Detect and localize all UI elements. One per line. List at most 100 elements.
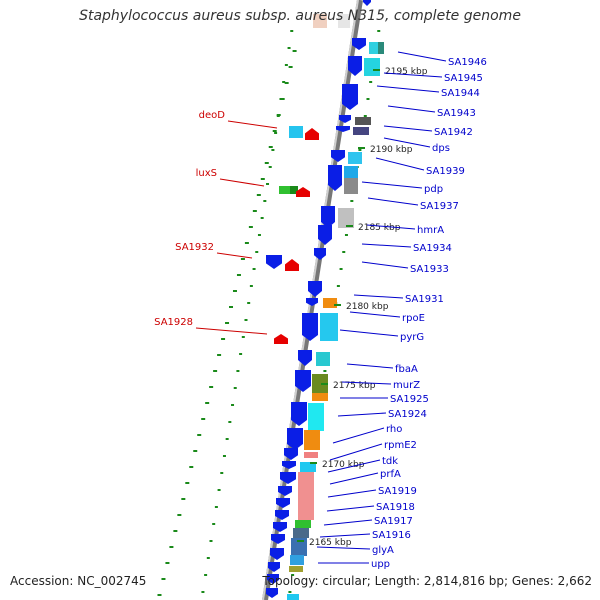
tick-mark <box>288 591 292 593</box>
tick-mark <box>336 285 340 287</box>
gene-label: SA1932 <box>175 242 214 253</box>
tick-mark <box>260 178 265 180</box>
gene-label: SA1934 <box>413 243 452 254</box>
gene-label: SA1919 <box>378 486 417 497</box>
gene-label: rho <box>386 424 402 435</box>
gene-label: pdp <box>424 184 443 195</box>
label-leader-line <box>361 243 412 248</box>
kbp-scale: 2195 kbp 2190 kbp 2185 kbp 2180 kbp 2175 kbp… <box>297 67 428 548</box>
gene-label: fbaA <box>395 364 418 375</box>
tick-mark <box>276 114 281 116</box>
tick-mark <box>169 546 174 548</box>
gene-block <box>291 538 307 556</box>
gene-label: SA1931 <box>405 294 444 305</box>
kbp-tick <box>321 383 328 385</box>
tick-mark <box>225 322 230 324</box>
label-leader-line <box>353 294 404 299</box>
gene-block <box>290 555 304 565</box>
gene-label: rpoE <box>402 313 425 324</box>
gene-block <box>348 152 362 164</box>
tick-mark <box>323 370 327 372</box>
gene-block <box>364 58 380 76</box>
tick-mark <box>255 251 259 253</box>
gene-arrow <box>270 548 284 560</box>
tick-mark <box>244 242 249 244</box>
tick-mark <box>288 66 293 68</box>
tick-mark <box>280 98 285 100</box>
tick-mark <box>217 354 222 356</box>
tick-mark <box>205 402 210 404</box>
tick-marks <box>157 30 381 596</box>
gene-arrow <box>266 255 282 269</box>
gene-label: SA1917 <box>374 516 413 527</box>
tick-mark <box>240 258 245 260</box>
gene-arrow <box>318 225 332 245</box>
tick-mark <box>247 302 251 304</box>
tick-mark <box>290 30 294 32</box>
tick-mark <box>236 274 241 276</box>
gene-block <box>289 566 303 572</box>
label-leader-line <box>383 137 431 148</box>
gene-arrow <box>314 248 326 260</box>
gene-block <box>338 208 354 228</box>
kbp-label: 2180 kbp <box>346 302 389 312</box>
tick-mark <box>252 268 256 270</box>
label-leader-line <box>397 51 447 62</box>
label-leader-line <box>366 224 416 230</box>
tick-mark <box>248 226 253 228</box>
label-leader-line <box>383 72 443 78</box>
gene-label: SA1937 <box>420 201 459 212</box>
gene-block <box>312 374 328 394</box>
gene-block <box>304 452 318 458</box>
gene-arrow-reverse <box>296 187 310 197</box>
tick-mark <box>225 438 229 440</box>
page-title: Staphylococcus aureus subsp. aureus N315… <box>79 8 521 24</box>
tick-mark <box>272 130 277 132</box>
gene-arrow <box>308 281 322 297</box>
gene-arrow <box>336 126 350 132</box>
gene-block <box>295 520 311 528</box>
gene-label: SA1943 <box>437 108 476 119</box>
label-leader-line <box>367 197 419 206</box>
label-leader-line <box>383 125 433 132</box>
gene-label: prfA <box>380 469 401 480</box>
gene-block <box>312 393 328 401</box>
kbp-label: 2195 kbp <box>385 67 428 77</box>
gene-label: pyrG <box>400 332 424 343</box>
label-leader-line <box>346 363 394 369</box>
tick-mark <box>271 149 275 151</box>
tick-mark <box>233 387 237 389</box>
kbp-label: 2170 kbp <box>322 460 365 470</box>
gene-arrow <box>275 510 289 520</box>
kbp-tick <box>358 147 365 149</box>
tick-mark <box>212 523 216 525</box>
tick-mark <box>181 498 186 500</box>
label-leader-line <box>227 120 278 129</box>
gene-arrow <box>284 448 298 460</box>
gene-arrow <box>271 534 285 544</box>
kbp-label: 2165 kbp <box>309 538 352 548</box>
tick-mark <box>209 540 213 542</box>
gene-arrow <box>282 461 296 469</box>
gene-block <box>298 472 314 502</box>
tick-mark <box>252 210 257 212</box>
tick-mark <box>206 557 210 559</box>
gene-block <box>338 14 350 28</box>
tick-mark <box>268 146 273 148</box>
gene-arrow <box>306 298 318 306</box>
gene-block <box>287 594 299 600</box>
gene-arrow <box>302 313 318 341</box>
tick-mark <box>231 404 235 406</box>
gene-arrow <box>291 402 307 426</box>
tick-mark <box>197 434 202 436</box>
tick-mark <box>264 162 269 164</box>
kbp-tick <box>310 462 317 464</box>
label-leader-line <box>341 381 392 385</box>
tick-mark <box>249 285 253 287</box>
label-leader-line <box>326 505 375 512</box>
gene-arrow <box>267 574 279 584</box>
gene-arrow <box>321 206 335 228</box>
tick-mark <box>201 418 206 420</box>
gene-label: SA1946 <box>448 57 487 68</box>
label-leader-line <box>349 311 401 318</box>
